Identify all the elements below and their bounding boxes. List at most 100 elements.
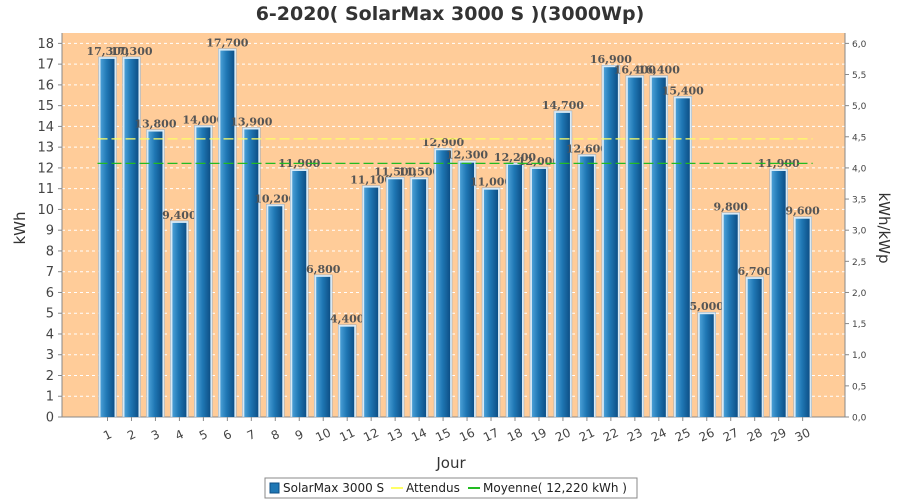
y-tick-label: 10	[37, 203, 54, 218]
x-tick-label: 17	[481, 425, 501, 444]
bar-value-label: 12,900	[422, 136, 464, 149]
bar	[340, 326, 355, 417]
bar	[460, 162, 475, 417]
bar-value-label: 9,400	[162, 209, 197, 222]
y-right-tick-label: 2,5	[852, 258, 866, 268]
x-tick-label: 27	[721, 425, 741, 444]
bar	[507, 164, 522, 417]
y-axis-title: kWh	[11, 211, 29, 244]
y-tick-label: 16	[37, 78, 54, 93]
x-tick-label: 16	[457, 425, 477, 444]
bar	[412, 179, 427, 417]
y-right-tick-label: 2,0	[852, 289, 867, 299]
bar	[555, 112, 570, 418]
bar-value-label: 10,200	[254, 192, 296, 205]
bar	[747, 278, 762, 417]
y-tick-label: 13	[37, 141, 54, 156]
y-right-tick-label: 6,0	[852, 40, 867, 50]
bar-value-label: 17,300	[110, 45, 152, 58]
y-tick-label: 3	[46, 348, 54, 363]
y-right-tick-label: 5,0	[852, 102, 867, 112]
x-tick-label: 12	[361, 425, 381, 444]
bar	[172, 222, 187, 417]
bar-value-label: 4,400	[330, 313, 365, 326]
x-tick-label: 25	[673, 425, 693, 444]
x-tick-label: 1	[101, 427, 114, 443]
bar-value-label: 13,900	[230, 115, 272, 128]
x-tick-label: 15	[433, 425, 453, 444]
legend-label-moyenne: Moyenne( 12,220 kWh )	[483, 481, 627, 495]
bar-value-label: 11,500	[374, 165, 416, 178]
y-right-tick-label: 4,5	[852, 133, 866, 143]
bar-value-label: 11,500	[398, 165, 440, 178]
x-tick-label: 30	[793, 425, 813, 444]
bar-value-label: 12,300	[446, 149, 488, 162]
legend-label-series: SolarMax 3000 S	[283, 481, 384, 495]
x-tick-label: 22	[601, 425, 621, 444]
y-right-tick-label: 1,0	[852, 351, 867, 361]
y-tick-label: 5	[46, 307, 54, 322]
bar	[603, 67, 618, 417]
x-tick-label: 4	[173, 427, 186, 443]
y-right-tick-label: 3,5	[852, 196, 866, 206]
bar	[364, 187, 379, 417]
y-tick-label: 15	[37, 99, 54, 114]
y-tick-label: 4	[46, 327, 54, 342]
y-tick-label: 17	[37, 58, 54, 73]
bar	[699, 314, 714, 417]
x-tick-label: 7	[245, 427, 258, 443]
bar-value-label: 12,600	[566, 142, 608, 155]
x-tick-label: 21	[577, 425, 597, 444]
x-tick-label: 14	[409, 425, 429, 444]
bar	[220, 50, 235, 417]
bar	[292, 170, 307, 417]
bar	[124, 58, 139, 417]
legend-box	[264, 477, 638, 499]
bar	[723, 214, 738, 417]
bar-value-label: 16,400	[614, 64, 656, 77]
bar-value-label: 11,000	[470, 176, 512, 189]
bar	[148, 131, 163, 417]
bar-value-label: 16,400	[638, 64, 680, 77]
x-axis-title: Jour	[435, 454, 466, 472]
x-tick-label: 3	[149, 427, 162, 443]
bar-value-label: 11,100	[350, 174, 392, 187]
bar	[196, 127, 211, 418]
bar-value-label: 9,600	[785, 205, 820, 218]
bar-value-label: 6,700	[737, 265, 772, 278]
bar	[100, 58, 115, 417]
legend: SolarMax 3000 S Attendus Moyenne( 12,220…	[264, 477, 638, 499]
y-tick-label: 0	[46, 411, 54, 426]
bar-value-label: 17,700	[206, 37, 248, 50]
x-tick-label: 18	[505, 425, 525, 444]
x-tick-label: 26	[697, 425, 717, 444]
y-right-tick-label: 0,5	[852, 382, 866, 392]
bar	[268, 206, 283, 417]
bar	[316, 276, 331, 417]
bar	[795, 218, 810, 417]
y-right-tick-label: 1,5	[852, 320, 866, 330]
plot-area: 01234567891011121314151617180,00,51,01,5…	[37, 33, 867, 445]
x-tick-label: 13	[385, 425, 405, 444]
y-tick-label: 9	[46, 224, 54, 239]
x-tick-label: 2	[125, 427, 138, 443]
x-tick-label: 20	[553, 425, 573, 444]
bar	[771, 170, 786, 417]
y-tick-label: 6	[46, 286, 54, 301]
bar-value-label: 5,000	[690, 300, 725, 313]
x-tick-label: 23	[625, 425, 645, 444]
y-tick-label: 11	[37, 182, 54, 197]
y-right-tick-label: 0,0	[852, 414, 867, 424]
bar-value-label: 13,800	[134, 118, 176, 131]
bar	[436, 150, 451, 417]
bar-value-label: 16,900	[590, 53, 632, 66]
x-tick-label: 11	[337, 425, 357, 444]
bar	[627, 77, 642, 418]
bar-value-label: 17,300	[86, 45, 128, 58]
bar	[244, 129, 259, 417]
y-right-tick-label: 5,5	[852, 71, 866, 81]
y-right-tick-label: 3,0	[852, 227, 867, 237]
bar	[484, 189, 499, 417]
legend-swatch-series	[269, 482, 280, 494]
